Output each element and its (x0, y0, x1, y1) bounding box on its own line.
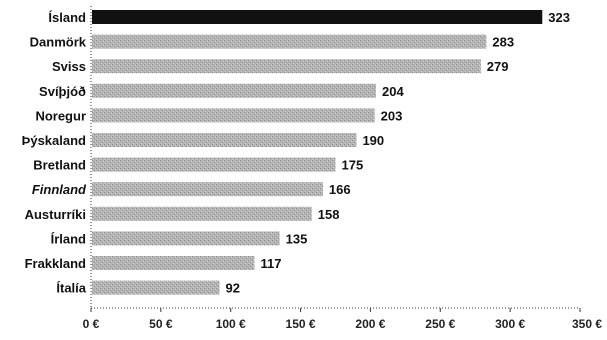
x-tick-label: 100 € (216, 317, 246, 331)
bar-3 (92, 83, 377, 98)
x-tick-label: 250 € (425, 317, 455, 331)
value-label: 190 (362, 133, 384, 148)
value-label: 323 (548, 10, 570, 25)
value-label: 166 (329, 182, 351, 197)
bar-2 (92, 59, 481, 74)
value-label: 158 (318, 207, 340, 222)
category-label: Ísland (48, 10, 86, 25)
category-label: Austurríki (25, 207, 86, 222)
x-tick-label: 350 € (572, 317, 602, 331)
category-label: Írland (51, 231, 86, 246)
x-tick-label: 150 € (286, 317, 316, 331)
value-label: 117 (260, 256, 281, 271)
bar-10 (92, 256, 255, 270)
x-tick-label: 300 € (495, 317, 525, 331)
value-label: 203 (381, 108, 403, 123)
bar-9 (92, 231, 280, 246)
bar-11 (92, 280, 220, 295)
bar-6 (92, 157, 336, 172)
category-label: Noregur (35, 108, 86, 123)
category-label: Ítalía (56, 281, 86, 296)
value-label: 279 (487, 59, 509, 74)
category-label: Bretland (33, 158, 86, 173)
x-tick-label: 200 € (355, 317, 385, 331)
category-label: Finnland (32, 182, 87, 197)
value-label: 175 (342, 158, 364, 173)
axis-group: 0 € 50 € 100 € 150 € 200 € 250 € 300 € 350 € (83, 6, 602, 331)
category-label: Frakkland (25, 256, 86, 271)
category-label: Sviss (52, 59, 86, 74)
x-tick-label: 50 € (149, 317, 173, 331)
value-label: 135 (286, 231, 308, 246)
value-label: 204 (382, 84, 404, 99)
category-label: Danmörk (30, 35, 87, 50)
category-label: Svíþjóð (39, 84, 86, 99)
bar-0 (92, 10, 543, 24)
category-label: Þýskaland (22, 133, 86, 148)
bar-5 (92, 133, 357, 147)
bar-8 (92, 206, 312, 221)
bar-1 (92, 34, 487, 49)
bar-7 (92, 182, 323, 197)
value-label: 283 (492, 35, 514, 50)
value-label: 92 (226, 281, 240, 296)
x-tick-label: 0 € (83, 317, 100, 331)
bars-group: Ísland 323 Danmörk 283 Sviss 279 Svíþjóð 204 Nor… (22, 10, 570, 296)
bar-4 (92, 108, 375, 123)
